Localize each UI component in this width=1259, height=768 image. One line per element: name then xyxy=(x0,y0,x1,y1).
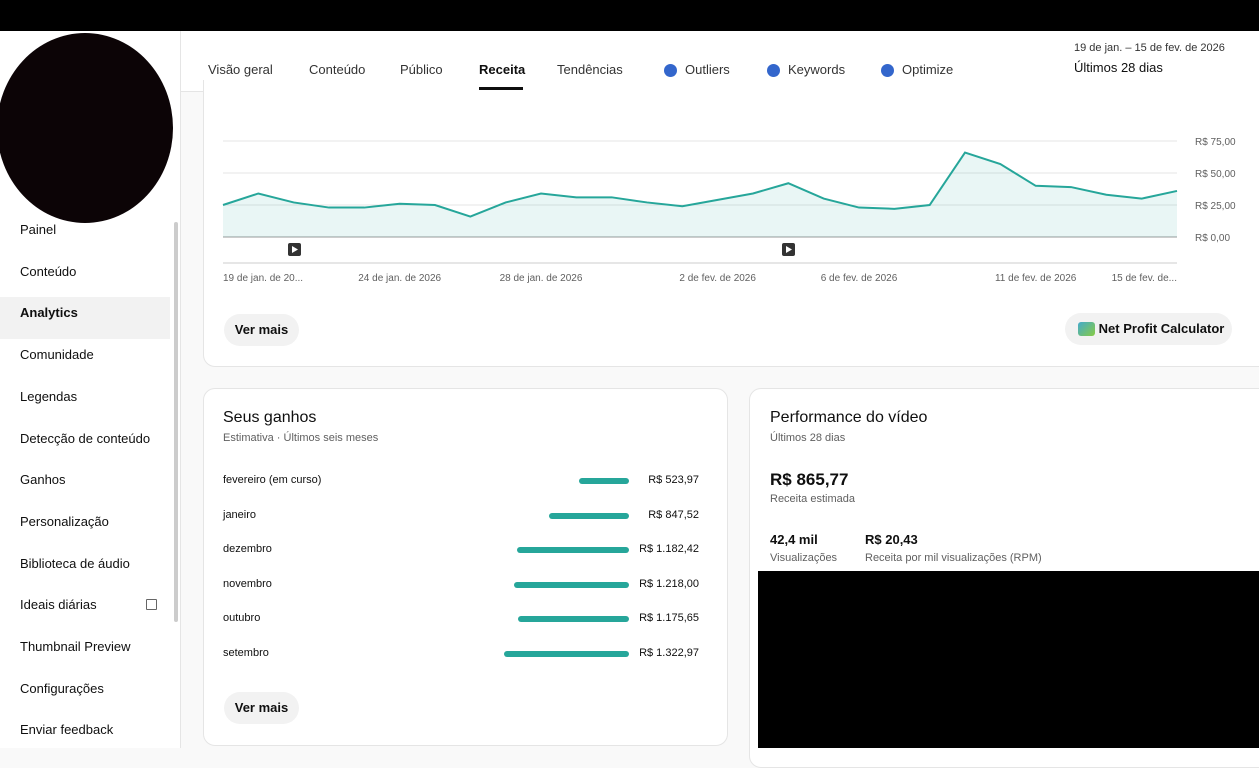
card-subtitle: Últimos 28 dias xyxy=(770,432,846,444)
tab[interactable]: Público xyxy=(400,62,443,77)
tab[interactable]: Optimize xyxy=(902,62,954,77)
button[interactable]: Ver mais xyxy=(224,692,299,724)
views: 42,4 mil xyxy=(770,532,818,547)
date-range: 19 de jan. – 15 de fev. de 2026 xyxy=(1074,42,1225,54)
value-label: R$ 1.218,00 xyxy=(639,577,699,590)
area xyxy=(223,152,1177,237)
month-label: outubro xyxy=(223,612,261,625)
revenue-chart: R$ 0,00 R$ 25,00 R$ 50,00 R$ 75,00 19 de jan… xyxy=(222,137,1236,284)
nav-item[interactable]: Configurações xyxy=(20,680,104,696)
rpm: R$ 20,43 xyxy=(865,532,918,547)
calculator-icon xyxy=(1078,322,1095,336)
x-tick-label: 15 de fev. de... xyxy=(1112,273,1177,284)
external-icon xyxy=(146,599,157,610)
month-label: setembro xyxy=(223,647,269,659)
play-icon xyxy=(786,246,792,253)
nav-item[interactable]: Thumbnail Preview xyxy=(20,639,131,654)
bar xyxy=(548,512,629,519)
x-tick-label: 24 de jan. de 2026 xyxy=(358,273,441,284)
month-label: novembro xyxy=(223,577,272,590)
tab[interactable]: Conteúdo xyxy=(309,62,366,77)
nav-item[interactable]: Detecção de conteúdo xyxy=(20,430,151,446)
avatar xyxy=(0,33,173,223)
month-label: fevereiro (em curso) xyxy=(223,474,322,486)
scrollbar xyxy=(174,222,178,622)
bar xyxy=(513,581,629,588)
nav-item[interactable]: Ganhos xyxy=(20,472,66,488)
nav-item[interactable]: Legendas xyxy=(20,388,78,404)
card-title: Performance do vídeo xyxy=(770,409,928,426)
x-tick-label: 2 de fev. de 2026 xyxy=(679,273,756,284)
tab-icon xyxy=(881,64,894,77)
nav-item[interactable]: Personalização xyxy=(20,513,109,529)
tab[interactable]: Receita xyxy=(479,62,526,77)
x-tick-label: 6 de fev. de 2026 xyxy=(821,273,898,284)
top-bar xyxy=(0,0,1259,31)
month-label: janeiro xyxy=(223,508,257,521)
tab-underline xyxy=(479,87,523,90)
tab[interactable]: Visão geral xyxy=(208,62,273,77)
value-label: R$ 1.322,97 xyxy=(639,647,699,659)
metric-label: Receita estimada xyxy=(770,493,855,505)
value-label: R$ 847,52 xyxy=(648,508,699,521)
nav-item[interactable]: Ideais diárias xyxy=(20,597,97,613)
y-tick-label: R$ 75,00 xyxy=(1195,137,1236,148)
month-label: dezembro xyxy=(223,543,272,556)
revenue: R$ 865,77 xyxy=(770,470,849,489)
y-tick-label: R$ 50,00 xyxy=(1195,169,1236,180)
tab[interactable]: Outliers xyxy=(685,62,730,77)
metric-label: Receita por mil visualizações (RPM) xyxy=(865,552,1042,564)
nav-item[interactable]: Comunidade xyxy=(20,347,94,363)
nav-highlight xyxy=(0,297,170,340)
earnings-card xyxy=(203,388,728,746)
line xyxy=(222,151,1178,218)
tab-icon xyxy=(664,64,677,77)
value-label: R$ 1.175,65 xyxy=(639,612,699,625)
video-preview[interactable] xyxy=(758,571,1259,748)
x-tick-label: 11 de fev. de 2026 xyxy=(995,273,1077,284)
nav-item[interactable]: Conteúdo xyxy=(20,263,77,279)
card-subtitle: Estimativa · Últimos seis meses xyxy=(223,432,379,444)
y-tick-label: R$ 25,00 xyxy=(1195,201,1236,212)
x-tick-label: 28 de jan. de 2026 xyxy=(500,273,583,284)
bar xyxy=(579,478,629,484)
button[interactable]: Ver mais xyxy=(224,314,299,346)
nav-item[interactable]: Analytics xyxy=(20,305,78,321)
tab[interactable]: Keywords xyxy=(788,62,846,77)
value-label: R$ 523,97 xyxy=(648,474,699,486)
tab[interactable]: Tendências xyxy=(557,62,623,77)
play-icon xyxy=(292,246,298,253)
y-tick-label: R$ 0,00 xyxy=(1195,233,1230,244)
bar xyxy=(517,547,629,554)
x-tick-label: 19 de jan. de 20... xyxy=(223,273,303,284)
nav-item[interactable]: Biblioteca de áudio xyxy=(20,555,130,571)
bar xyxy=(517,616,629,623)
period[interactable]: Últimos 28 dias xyxy=(1074,60,1163,75)
bar xyxy=(503,651,629,657)
value-label: R$ 1.182,42 xyxy=(639,543,699,556)
nav-item[interactable]: Painel xyxy=(20,222,57,237)
nav-item[interactable]: Enviar feedback xyxy=(20,722,114,738)
tab-icon xyxy=(767,64,780,77)
card-title: Seus ganhos xyxy=(223,409,317,426)
metric-label: Visualizações xyxy=(770,552,838,564)
